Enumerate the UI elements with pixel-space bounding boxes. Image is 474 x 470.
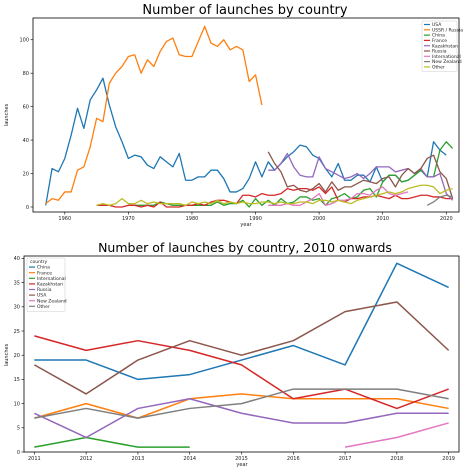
x-tick-label: 2020 xyxy=(440,216,453,222)
x-tick-label: 2018 xyxy=(390,456,403,462)
series-line-russia xyxy=(34,398,449,439)
legend: countryChinaFranceInternationalKazakhsta… xyxy=(26,257,67,312)
launches-2010-onwards-chart: Number of launches by country, 2010 onwa… xyxy=(4,240,460,468)
x-axis-ticks: 1960 1970 1980 1990 2000 2010 2020 xyxy=(58,212,453,222)
x-tick-label: 2000 xyxy=(313,216,326,222)
legend-label: USSR / Russia xyxy=(432,27,463,33)
x-tick-label: 2016 xyxy=(287,456,300,462)
legend-title: country xyxy=(30,259,48,265)
y-axis-label: launches xyxy=(4,103,10,126)
series-line-russia xyxy=(267,151,454,199)
series-lines xyxy=(33,262,450,448)
series-line-other xyxy=(96,184,453,206)
x-tick-label: 2012 xyxy=(80,456,93,462)
x-tick-label: 1990 xyxy=(249,216,262,222)
legend-label: Other xyxy=(37,304,50,310)
y-tick-label: 30 xyxy=(14,305,20,311)
y-tick-label: 100 xyxy=(19,38,29,44)
series-line-kazakhstan xyxy=(34,335,449,410)
series-line-new-zealand xyxy=(344,422,449,448)
legend-label: France xyxy=(432,38,447,44)
chart-title: Number of launches by country, 2010 onwa… xyxy=(98,240,392,255)
y-tick-label: 15 xyxy=(14,377,20,383)
series-line-new-zealand xyxy=(426,194,453,206)
y-tick-label: 20 xyxy=(14,353,20,359)
y-tick-label: 40 xyxy=(14,256,20,262)
legend-label: France xyxy=(37,270,52,276)
legend-label: International xyxy=(432,54,461,60)
legend-label: Other xyxy=(432,65,445,71)
chart-title: Number of launches by country xyxy=(142,3,347,18)
series-line-other xyxy=(34,388,449,419)
series-line-usa xyxy=(45,77,447,206)
y-axis-ticks: 0 5 10 15 20 25 30 35 40 xyxy=(14,256,24,456)
x-tick-label: 2013 xyxy=(132,456,145,462)
y-axis-label: launches xyxy=(4,343,10,366)
legend-label: China xyxy=(37,265,50,271)
legend-label: USA xyxy=(37,293,47,299)
x-axis-ticks: 2011 2012 2013 2014 2015 2016 2017 2018 2019 xyxy=(28,452,455,462)
legend-label: China xyxy=(432,33,445,39)
plot-frame xyxy=(32,17,460,213)
y-tick-label: 35 xyxy=(14,280,20,286)
y-tick-label: 25 xyxy=(14,329,20,335)
x-tick-label: 2010 xyxy=(376,216,389,222)
x-axis-label: year xyxy=(236,462,248,468)
series-line-france xyxy=(34,393,449,419)
series-line-china xyxy=(128,141,454,208)
y-tick-label: 5 xyxy=(17,426,20,432)
legend-label: Kazakhstan xyxy=(37,282,63,288)
series-line-china xyxy=(34,262,449,381)
y-axis-ticks: 0 20 40 60 80 100 xyxy=(19,38,33,211)
series-line-kazakhstan xyxy=(268,152,454,201)
legend-box xyxy=(26,257,66,312)
series-line-usa xyxy=(33,301,450,395)
x-tick-label: 2017 xyxy=(339,456,352,462)
legend-label: Russia xyxy=(37,287,52,293)
y-tick-label: 10 xyxy=(14,401,20,407)
y-tick-label: 40 xyxy=(23,138,29,144)
legend-label: New Zealand xyxy=(37,298,67,304)
legend-label: Russia xyxy=(432,49,447,55)
series-line-france xyxy=(96,186,453,208)
series-line-international xyxy=(34,436,190,448)
x-tick-label: 2014 xyxy=(183,456,196,462)
x-tick-label: 2019 xyxy=(442,456,455,462)
legend-label: New Zealand xyxy=(432,59,462,65)
x-tick-label: 2015 xyxy=(235,456,248,462)
y-tick-label: 80 xyxy=(23,71,29,77)
y-tick-label: 60 xyxy=(23,104,29,110)
legend-label: International xyxy=(37,276,66,282)
legend-label: Kazakhstan xyxy=(432,43,458,49)
series-lines xyxy=(45,25,454,208)
plot-frame xyxy=(23,255,460,453)
y-tick-label: 0 xyxy=(17,450,20,456)
x-tick-label: 1960 xyxy=(58,216,71,222)
x-tick-label: 1980 xyxy=(186,216,199,222)
legend-box xyxy=(421,20,458,72)
legend-label: USA xyxy=(432,22,442,28)
x-axis-label: year xyxy=(240,222,252,228)
x-tick-label: 2011 xyxy=(28,456,41,462)
y-tick-label: 20 xyxy=(23,171,29,177)
y-tick-label: 0 xyxy=(26,205,29,211)
launches-by-country-chart: Number of launches by country 1960 1970 19… xyxy=(4,3,463,228)
x-tick-label: 1970 xyxy=(122,216,135,222)
series-line-ussr-russia xyxy=(45,25,263,205)
